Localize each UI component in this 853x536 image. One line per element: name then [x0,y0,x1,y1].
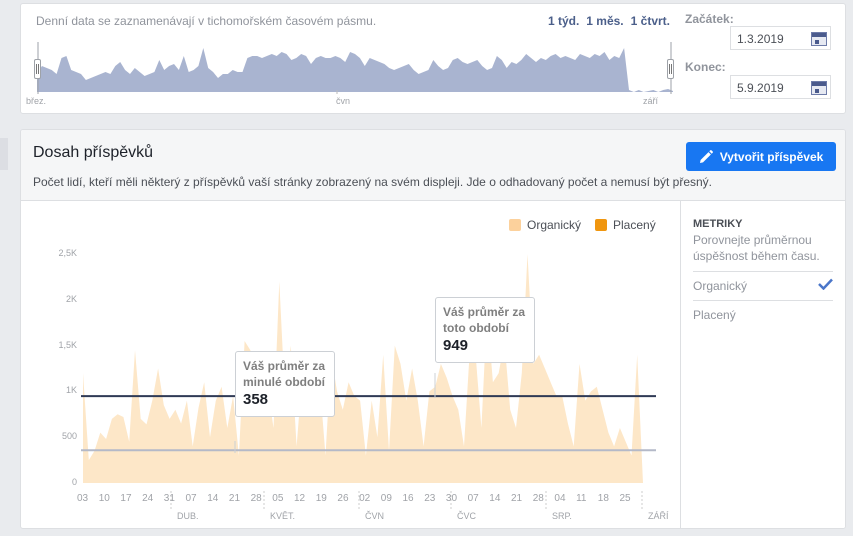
x-tick-label: 25 [619,493,631,504]
preset-1-quarter[interactable]: 1 čtvrt. [630,14,670,28]
x-tick-label: 30 [445,493,458,504]
x-tick-label: 03 [77,493,89,504]
pencil-icon [699,149,713,163]
checkmark-icon [818,278,833,290]
create-post-button[interactable]: Vytvořit příspěvek [686,142,836,171]
x-tick-label: 21 [228,493,241,504]
x-month-label: ČVN [365,511,385,521]
y-tick-label: 500 [61,431,77,442]
x-tick-label: 07 [467,493,479,504]
x-tick-label: 24 [142,493,154,504]
reach-area-chart[interactable] [21,201,680,529]
current-average-tooltip: Váš průměr za toto období 949 [435,297,535,363]
x-tick-label: 21 [511,493,523,504]
end-date-label: Konec: [685,60,726,74]
range-start-handle[interactable] [34,59,41,79]
y-tick-label: 0 [71,477,77,487]
mini-axis-label: září [643,96,659,106]
x-tick-label: 14 [489,493,501,504]
y-tick-label: 2K [65,293,77,304]
x-tick-label: 07 [185,493,197,504]
x-tick-label: 05 [272,493,284,504]
preset-1-week[interactable]: 1 týd. [547,14,580,28]
metric-paid[interactable]: Placený [693,300,833,329]
start-date-value: 1.3.2019 [737,32,784,46]
sidebar-nav-edge [0,138,8,170]
legend-label: Placený [613,218,656,232]
metric-label: Placený [693,308,736,322]
metrics-description: Porovnejte průměrnou úspěšnost během čas… [693,233,820,263]
card-header: Dosah příspěvků Počet lidí, kteří měli n… [21,130,845,201]
post-reach-card: Dosah příspěvků Počet lidí, kteří měli n… [20,129,846,529]
overview-mini-chart[interactable] [37,42,673,94]
x-tick-label: 11 [576,493,587,504]
x-month-label: SRP. [552,511,572,521]
date-range-panel: Denní data se zaznamenávají v tichomořsk… [20,3,846,114]
x-tick-label: 19 [315,493,327,504]
tooltip-label: Váš průměr za minulé období [243,359,326,389]
tooltip-value: 949 [443,337,469,354]
metric-label: Organický [693,279,748,293]
x-tick-label: 09 [380,493,392,504]
x-tick-label: 28 [532,493,544,504]
timezone-note: Denní data se zaznamenávají v tichomořsk… [36,14,377,28]
tooltip-value: 358 [243,391,269,408]
x-tick-label: 04 [554,493,566,504]
y-tick-label: 1K [65,385,77,396]
legend-paid[interactable]: Placený [595,218,656,232]
mini-axis-label: břez. [26,96,47,106]
x-month-label: ČVC [457,511,477,521]
x-tick-label: 17 [120,493,132,504]
x-tick-label: 16 [402,493,414,504]
end-date-value: 5.9.2019 [737,81,784,95]
preset-1-month[interactable]: 1 měs. [586,14,624,28]
x-tick-label: 02 [359,493,371,504]
x-month-label: DUB. [177,511,199,521]
metric-organic[interactable]: Organický [693,271,833,300]
x-tick-label: 18 [597,493,609,504]
range-presets: 1 týd. 1 měs. 1 čtvrt. [548,14,670,28]
x-tick-label: 31 [163,493,175,504]
x-tick-label: 14 [207,493,219,504]
x-tick-label: 12 [294,493,306,504]
previous-average-tooltip: Váš průměr za minulé období 358 [235,351,335,417]
x-tick-label: 23 [424,493,436,504]
create-post-label: Vytvořit příspěvek [719,149,824,164]
legend-label: Organický [527,218,582,232]
y-tick-label: 1,5K [58,339,77,350]
metrics-panel: METRIKY Porovnejte průměrnou úspěšnost b… [680,201,845,528]
tooltip-label: Váš průměr za toto období [443,305,526,335]
metrics-title: METRIKY [693,218,743,230]
calendar-icon[interactable] [811,32,827,46]
legend-swatch-paid [595,219,607,231]
start-date-label: Začátek: [685,12,734,26]
mini-axis-label: čvn [336,96,351,106]
calendar-icon[interactable] [811,81,827,95]
range-end-handle[interactable] [667,59,674,79]
legend-swatch-organic [509,219,521,231]
x-tick-label: 10 [98,493,110,504]
start-date-input[interactable]: 1.3.2019 [730,26,831,50]
end-date-input[interactable]: 5.9.2019 [730,75,831,99]
x-tick-label: 28 [250,493,262,504]
x-tick-label: 26 [337,493,349,504]
x-month-label: KVĚT. [270,511,296,521]
card-title: Dosah příspěvků [33,144,154,161]
y-tick-label: 2,5K [58,248,77,258]
legend-organic[interactable]: Organický [509,218,581,232]
card-description: Počet lidí, kteří měli některý z příspěv… [33,175,712,189]
x-month-label: ZÁŘÍ [648,511,669,521]
